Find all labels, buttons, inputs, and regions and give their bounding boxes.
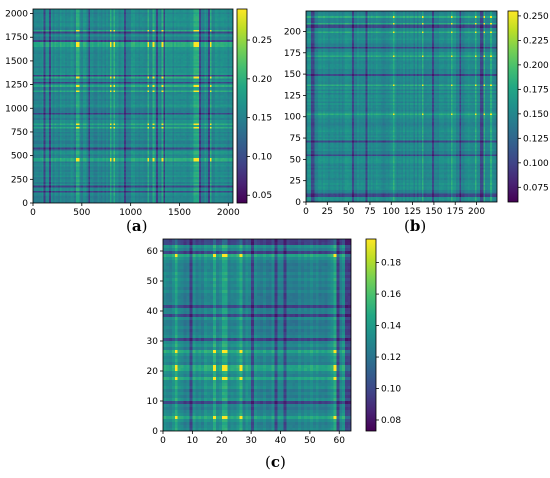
y-tick-label: 10 xyxy=(147,397,159,407)
plot-frame-a xyxy=(32,8,234,204)
colorbar-tick-label: 0.05 xyxy=(252,191,272,201)
y-tick-label: 60 xyxy=(147,247,159,257)
colorbar-tick-label: 0.100 xyxy=(523,159,549,169)
y-tick-label: 50 xyxy=(147,277,159,287)
y-tick-label: 40 xyxy=(147,307,159,317)
y-tick-label: 1750 xyxy=(5,33,28,43)
colorbar-b xyxy=(507,10,519,203)
colorbar-tick-label: 0.10 xyxy=(252,152,272,162)
colorbar-tick-label: 0.18 xyxy=(381,259,401,269)
plot-frame-c xyxy=(162,238,352,432)
x-tick-label: 175 xyxy=(447,207,464,217)
colorbar-a xyxy=(236,8,248,204)
y-tick-label: 25 xyxy=(290,177,301,187)
y-tick-label: 2000 xyxy=(5,10,28,20)
colorbar-tick-label: 0.150 xyxy=(523,110,549,120)
y-tick-label: 150 xyxy=(284,70,301,80)
x-tick-label: 100 xyxy=(383,207,400,217)
y-tick-label: 30 xyxy=(147,337,159,347)
y-tick-label: 1000 xyxy=(5,104,28,114)
x-tick-label: 75 xyxy=(364,207,375,217)
colorbar-tick-label: 0.125 xyxy=(523,134,549,144)
x-tick-label: 50 xyxy=(343,207,355,217)
x-tick-label: 0 xyxy=(160,436,166,446)
x-tick-label: 1500 xyxy=(168,208,191,218)
x-tick-label: 125 xyxy=(404,207,421,217)
chart-b: 0 25 50 75 100 125 150 175 200 0 25 50 75 100 125 150 17… xyxy=(284,10,549,217)
chart-a: 0 500 1000 1500 2000 0 250 500 750 1000 1250 1500 17… xyxy=(5,8,272,218)
y-tick-label: 0 xyxy=(152,427,158,437)
x-tick-label: 60 xyxy=(334,436,346,446)
y-tick-label: 75 xyxy=(290,134,301,144)
colorbar-tick-label: 0.08 xyxy=(381,416,401,426)
chart-c: 0 10 20 30 40 50 60 0 10 20 30 40 50 60 0.08 0.10 0.12 0.… xyxy=(147,238,401,446)
y-tick-label: 0 xyxy=(22,199,28,209)
colorbar-tick-label: 0.200 xyxy=(523,61,549,71)
y-tick-label: 0 xyxy=(295,198,301,208)
colorbar-tick-label: 0.15 xyxy=(252,114,272,124)
x-tick-label: 200 xyxy=(468,207,485,217)
colorbar-tick-label: 0.20 xyxy=(252,75,272,85)
colorbar-tick-label: 0.25 xyxy=(252,36,272,46)
x-tick-label: 150 xyxy=(425,207,442,217)
heatmap-image-a xyxy=(33,9,233,203)
panel-label-c: (c) xyxy=(265,453,286,471)
colorbar-tick-label: 0.16 xyxy=(381,290,401,300)
y-tick-label: 50 xyxy=(290,155,302,165)
heatmap-image-c xyxy=(163,239,351,431)
panel-label-b: (b) xyxy=(404,217,427,235)
y-tick-label: 175 xyxy=(284,49,301,59)
y-tick-label: 250 xyxy=(11,175,28,185)
x-tick-label: 2000 xyxy=(217,208,240,218)
x-tick-label: 500 xyxy=(73,208,90,218)
colorbar-tick-label: 0.12 xyxy=(381,353,401,363)
colorbar-tick-label: 0.14 xyxy=(381,322,401,332)
y-tick-label: 1250 xyxy=(5,81,28,91)
colorbar-c xyxy=(365,238,377,432)
x-tick-label: 10 xyxy=(187,436,199,446)
y-tick-label: 20 xyxy=(147,367,159,377)
colorbar-tick-label: 0.075 xyxy=(523,183,549,193)
colorbar-tick-label: 0.225 xyxy=(523,36,549,46)
y-tick-label: 1500 xyxy=(5,57,28,67)
x-tick-label: 30 xyxy=(245,436,257,446)
colorbar-tick-label: 0.175 xyxy=(523,85,549,95)
plot-frame-b xyxy=(305,10,498,203)
x-tick-label: 0 xyxy=(30,208,36,218)
x-tick-label: 25 xyxy=(322,207,333,217)
x-tick-label: 0 xyxy=(303,207,309,217)
colorbar-tick-label: 0.10 xyxy=(381,385,401,395)
x-tick-label: 40 xyxy=(275,436,287,446)
heatmap-image-b xyxy=(306,11,497,202)
x-tick-label: 50 xyxy=(304,436,316,446)
x-tick-label: 20 xyxy=(216,436,228,446)
y-tick-label: 500 xyxy=(11,152,28,162)
x-tick-label: 1000 xyxy=(119,208,142,218)
panel-label-a: (a) xyxy=(126,217,148,235)
y-tick-label: 200 xyxy=(284,27,301,37)
y-tick-label: 125 xyxy=(284,91,301,101)
colorbar-tick-label: 0.250 xyxy=(523,12,549,22)
y-tick-label: 100 xyxy=(284,113,301,123)
y-tick-label: 750 xyxy=(11,128,28,138)
